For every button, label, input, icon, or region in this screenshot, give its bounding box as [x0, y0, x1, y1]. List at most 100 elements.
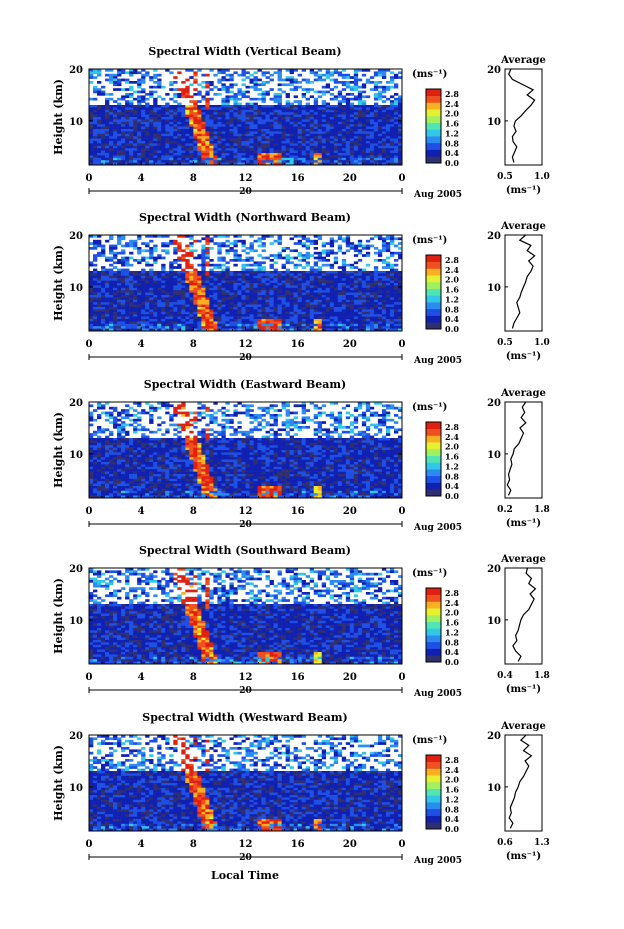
- heatmap-cell: [289, 88, 294, 91]
- heatmap-cell: [313, 235, 319, 238]
- heatmap-cell: [97, 162, 102, 166]
- heatmap-cell: [89, 242, 94, 245]
- heatmap-cell: [233, 119, 238, 123]
- heatmap-cell: [281, 133, 286, 137]
- heatmap-cell: [349, 157, 355, 161]
- heatmap-cell: [281, 316, 286, 320]
- heatmap-cell: [157, 235, 162, 238]
- heatmap-cell: [341, 121, 347, 125]
- heatmap-cell: [353, 283, 359, 286]
- heatmap-cell: [181, 148, 186, 151]
- heatmap-cell: [241, 323, 246, 327]
- heatmap-cell: [173, 162, 178, 166]
- heatmap-cell: [385, 155, 391, 159]
- heatmap-cell: [305, 297, 310, 301]
- heatmap-cell: [373, 155, 379, 159]
- heatmap-cell: [305, 81, 310, 84]
- heatmap-cell: [345, 117, 351, 120]
- heatmap-cell: [105, 299, 110, 303]
- heatmap-cell: [149, 90, 154, 94]
- heatmap-cell: [205, 314, 210, 317]
- heatmap-cell: [189, 148, 194, 151]
- avg-x-tick-label: 0.5: [497, 172, 513, 182]
- heatmap-cell: [281, 309, 286, 313]
- heatmap-cell: [341, 73, 347, 77]
- heatmap-cell: [125, 278, 130, 281]
- heatmap-cell: [329, 124, 335, 127]
- heatmap-cell: [321, 102, 327, 106]
- heatmap: [89, 235, 403, 332]
- heatmap-cell: [337, 81, 343, 84]
- heatmap-cell: [89, 81, 94, 84]
- heatmap-cell: [393, 107, 399, 111]
- heatmap-cell: [361, 131, 367, 135]
- heatmap-cell: [109, 297, 114, 301]
- heatmap-cell: [273, 304, 278, 308]
- heatmap-cell: [117, 307, 122, 310]
- heatmap-cell: [225, 309, 230, 313]
- heatmap-cell: [217, 295, 222, 298]
- heatmap-cell: [269, 78, 274, 82]
- heatmap-cell: [173, 261, 178, 265]
- heatmap-cell: [141, 109, 146, 113]
- heatmap-cell: [317, 121, 323, 125]
- heatmap-cell: [261, 314, 266, 317]
- heatmap-cell: [273, 95, 278, 99]
- heatmap-cell: [261, 143, 266, 147]
- heatmap-cell: [157, 136, 162, 139]
- heatmap-cell: [193, 285, 198, 289]
- heatmap-cell: [209, 259, 214, 262]
- heatmap-cell: [245, 162, 250, 166]
- heatmap-cell: [397, 138, 403, 142]
- heatmap-cell: [129, 131, 134, 135]
- heatmap-cell: [137, 285, 142, 289]
- heatmap-cell: [125, 316, 130, 320]
- heatmap-cell: [389, 150, 395, 154]
- heatmap-cell: [177, 302, 182, 305]
- heatmap-cell: [353, 292, 359, 296]
- heatmap-cell: [337, 126, 343, 130]
- heatmap-cell: [345, 295, 351, 298]
- heatmap-cell: [389, 153, 395, 156]
- heatmap-cell: [249, 285, 254, 289]
- heatmap-cell: [89, 290, 94, 293]
- heatmap-cell: [241, 326, 246, 329]
- heatmap-cell: [341, 136, 347, 139]
- heatmap-cell: [309, 69, 315, 72]
- heatmap-cell: [245, 309, 250, 313]
- heatmap-cell: [321, 138, 327, 142]
- heatmap-cell: [301, 95, 306, 99]
- heatmap-cell: [249, 316, 254, 320]
- heatmap-cell: [105, 314, 110, 317]
- heatmap-cell: [97, 71, 102, 75]
- heatmap-cell: [389, 302, 395, 305]
- heatmap-cell: [333, 287, 339, 291]
- heatmap-cell: [269, 299, 274, 303]
- heatmap-cell: [233, 273, 238, 277]
- heatmap-cell: [145, 121, 150, 125]
- heatmap-cell: [309, 112, 315, 115]
- heatmap-cell: [149, 254, 154, 257]
- heatmap-cell: [261, 162, 266, 166]
- heatmap-cell: [181, 141, 186, 144]
- heatmap-cell: [181, 323, 186, 327]
- heatmap-cell: [109, 97, 114, 101]
- heatmap-cell: [329, 319, 335, 322]
- heatmap-cell: [213, 309, 218, 313]
- heatmap-cell: [93, 304, 98, 308]
- heatmap-cell: [101, 160, 106, 163]
- heatmap-cell: [305, 287, 310, 291]
- heatmap-cell: [297, 287, 302, 291]
- heatmap-cell: [349, 160, 355, 163]
- heatmap-cell: [257, 321, 262, 325]
- heatmap-cell: [137, 145, 142, 149]
- heatmap-cell: [157, 138, 162, 142]
- heatmap-cell: [209, 285, 214, 289]
- heatmap-cell: [333, 307, 339, 310]
- heatmap-cell: [245, 299, 250, 303]
- heatmap-cell: [269, 259, 274, 262]
- heatmap-cell: [341, 76, 347, 79]
- heatmap-cell: [153, 271, 158, 274]
- heatmap-cell: [233, 102, 238, 106]
- heatmap-cell: [301, 112, 306, 115]
